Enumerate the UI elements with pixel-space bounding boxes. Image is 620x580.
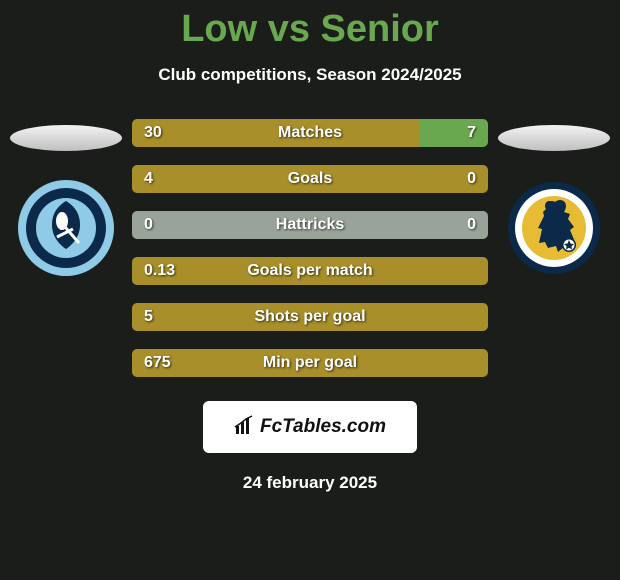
stats-panel: 30 7 Matches 4 0 Goals 0 0 Hattricks 0.13 Goals pe… (126, 119, 494, 377)
stat-row: 0 0 Hattricks (132, 211, 488, 239)
comparison-body: 30 7 Matches 4 0 Goals 0 0 Hattricks 0.13 Goals pe… (0, 125, 620, 377)
stat-bar-left (132, 119, 420, 147)
player-left-column (6, 125, 126, 277)
stat-left-value: 675 (144, 354, 171, 372)
comparison-card: Low vs Senior Club competitions, Season … (0, 0, 620, 580)
subtitle: Club competitions, Season 2024/2025 (158, 65, 461, 85)
stat-left-value: 0 (144, 216, 153, 234)
page-title: Low vs Senior (181, 8, 439, 51)
stat-left-value: 5 (144, 308, 153, 326)
stat-right-value: 0 (467, 170, 476, 188)
stat-label: Hattricks (276, 216, 344, 234)
stat-label: Goals (288, 170, 332, 188)
stat-left-value: 4 (144, 170, 153, 188)
date-text: 24 february 2025 (243, 473, 377, 493)
player-left-oval (10, 125, 122, 151)
stat-row: 30 7 Matches (132, 119, 488, 147)
brand-text: FcTables.com (260, 416, 386, 438)
bar-chart-icon (234, 414, 256, 441)
stat-right-value: 0 (467, 216, 476, 234)
club-badge-left (17, 179, 115, 277)
stat-label: Min per goal (263, 354, 357, 372)
stat-row: 0.13 Goals per match (132, 257, 488, 285)
player-right-column (494, 125, 614, 277)
stat-row: 5 Shots per goal (132, 303, 488, 331)
stat-label: Goals per match (247, 262, 372, 280)
stat-row: 675 Min per goal (132, 349, 488, 377)
club-crest-right-icon (507, 181, 601, 275)
player-right-oval (498, 125, 610, 151)
stat-right-value: 7 (467, 124, 476, 142)
club-badge-right (505, 179, 603, 277)
brand-badge[interactable]: FcTables.com (203, 401, 417, 453)
stat-left-value: 30 (144, 124, 162, 142)
club-crest-left-icon (17, 179, 115, 277)
stat-row: 4 0 Goals (132, 165, 488, 193)
stat-left-value: 0.13 (144, 262, 175, 280)
stat-bar-right (420, 119, 488, 147)
stat-label: Shots per goal (254, 308, 365, 326)
stat-label: Matches (278, 124, 342, 142)
